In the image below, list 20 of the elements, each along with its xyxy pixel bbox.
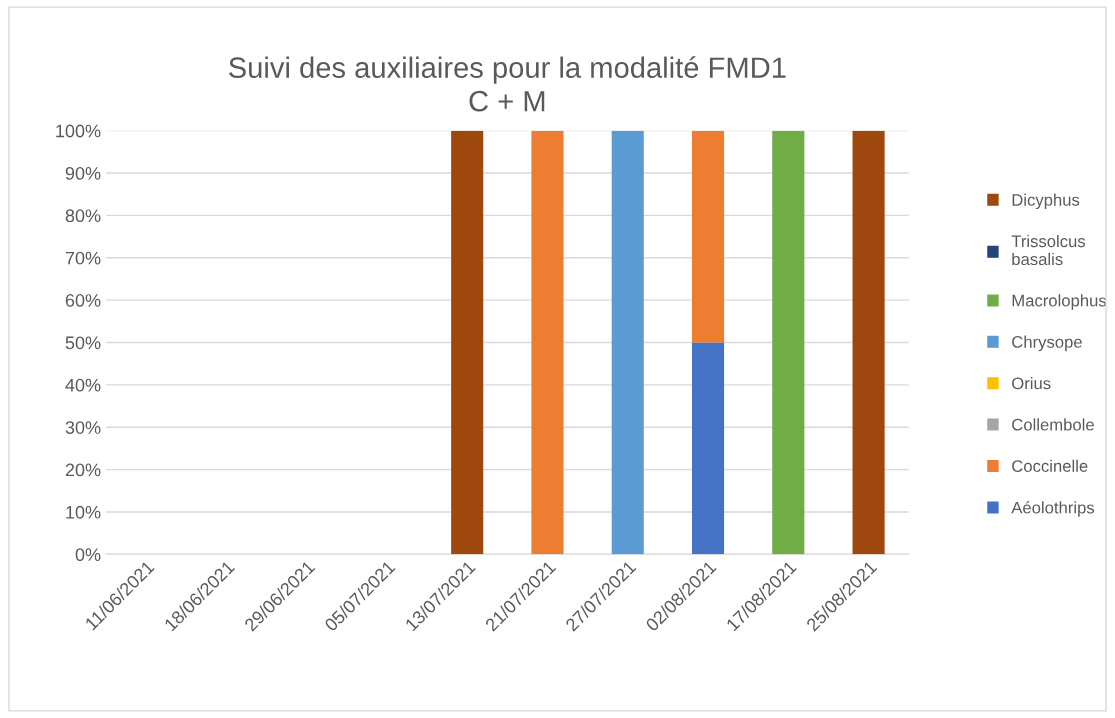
legend-label: Macrolophus	[1012, 294, 1107, 310]
y-tick-label: 90%	[65, 166, 101, 180]
y-tick-label: 50%	[65, 336, 101, 350]
y-tick-label: 60%	[65, 294, 101, 307]
chart-title: Suivi des auxiliaires pour la modalité FMD1 C + M	[229, 56, 786, 112]
legend-label: Orius	[1012, 376, 1051, 390]
y-tick-label: 80%	[65, 209, 101, 223]
y-tick-label: 40%	[65, 378, 101, 392]
legend-label: Collembole	[1012, 418, 1094, 431]
legend-label: Chrysope	[1012, 335, 1082, 352]
y-tick-label: 10%	[66, 505, 101, 519]
legend-label: Aéolothrips	[1011, 501, 1095, 517]
y-tick-label: 30%	[65, 421, 101, 434]
legend-label: Dicyphus	[1012, 193, 1080, 210]
y-tick-label: 70%	[65, 251, 101, 265]
y-tick-label: 20%	[65, 463, 101, 477]
y-tick-label: 0%	[75, 548, 101, 562]
legend-label: Trissolcus basalis	[1011, 234, 1086, 266]
legend-label: Coccinelle	[1012, 459, 1088, 472]
y-tick-label: 100%	[56, 124, 101, 138]
